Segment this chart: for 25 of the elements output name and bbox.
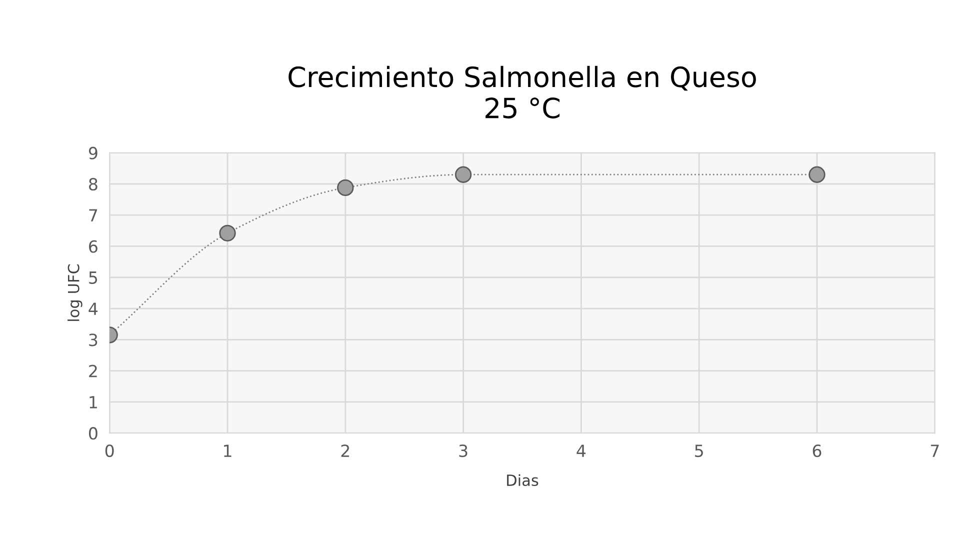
y-tick-label: 8 [89,178,98,191]
x-axis-title: Dias [507,474,538,486]
x-tick-label: 4 [576,444,586,457]
x-tick-label: 7 [930,444,939,457]
point [808,166,826,183]
y-axis-title: log UFC [68,264,82,321]
y-tick-label: 2 [89,364,97,378]
x-tick-label: 2 [341,444,350,457]
y-tick-label: 5 [89,272,98,284]
point [219,224,236,242]
y-tick-label: 9 [88,146,98,160]
x-tick-label: 5 [695,444,703,458]
point [337,179,354,196]
chart-title: Crecimiento Salmonella en Queso 25 °C [288,66,756,118]
y-tick-label: 0 [88,427,98,440]
y-tick-label: 4 [88,302,98,315]
x-tick-label: 1 [224,444,232,457]
y-tick-label: 1 [90,396,97,408]
point [454,166,472,183]
y-tick-label: 6 [89,240,98,253]
x-tick-label: 0 [105,444,114,458]
y-tick-label: 3 [89,334,98,346]
x-tick-label: 6 [812,444,822,458]
x-tick-label: 3 [459,444,468,458]
y-tick-label: 7 [89,209,98,222]
